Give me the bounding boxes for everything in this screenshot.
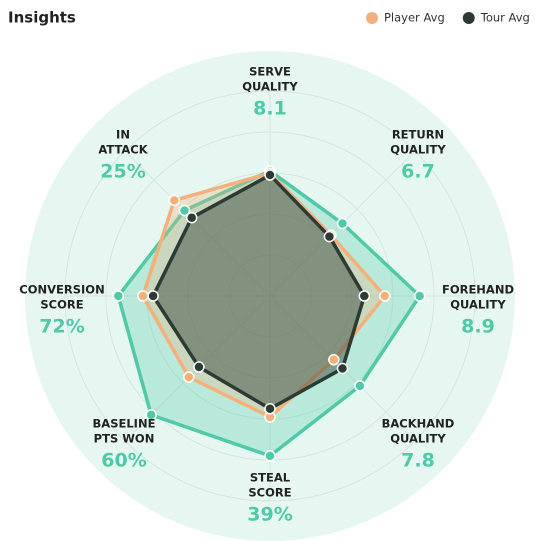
data-point bbox=[358, 290, 371, 302]
spoke bbox=[124, 150, 271, 297]
data-point bbox=[354, 380, 366, 392]
axis-value: 6.7 bbox=[401, 161, 435, 183]
data-point bbox=[323, 230, 336, 243]
axis-value: 7.8 bbox=[401, 450, 435, 472]
data-point bbox=[112, 290, 125, 302]
axis-value: 25% bbox=[100, 161, 145, 183]
data-point bbox=[379, 290, 391, 302]
panel-title: Insights bbox=[8, 9, 76, 27]
axis-label: SCORE bbox=[248, 486, 291, 500]
axis-label: CONVERSION bbox=[19, 283, 104, 297]
data-point bbox=[145, 409, 157, 421]
data-point bbox=[147, 290, 159, 302]
axis-label: QUALITY bbox=[242, 80, 298, 94]
axis-label: QUALITY bbox=[450, 298, 506, 312]
axis-label: PTS WON bbox=[94, 432, 155, 446]
axis-label: IN bbox=[116, 128, 130, 142]
axis-label: FOREHAND bbox=[442, 283, 514, 297]
data-point bbox=[336, 217, 349, 230]
data-point bbox=[178, 204, 191, 217]
legend-label: Tour Avg bbox=[480, 11, 530, 25]
axis-label: BASELINE bbox=[93, 417, 156, 431]
axis-label: BACKHAND bbox=[382, 417, 455, 431]
axis-value: 8.1 bbox=[253, 98, 287, 120]
axis-label: QUALITY bbox=[390, 143, 446, 157]
data-point bbox=[183, 371, 195, 383]
data-point bbox=[328, 354, 340, 366]
data-point bbox=[336, 362, 349, 375]
axis-label: STEAL bbox=[250, 471, 291, 485]
legend-marker bbox=[366, 12, 378, 24]
data-point bbox=[264, 403, 276, 415]
axis-value: 72% bbox=[39, 316, 84, 338]
axis-label: ATTACK bbox=[98, 143, 148, 157]
axis-value: 8.9 bbox=[461, 316, 495, 338]
axis-value: 39% bbox=[247, 504, 292, 526]
data-point bbox=[264, 450, 276, 462]
legend-label: Player Avg bbox=[384, 11, 445, 25]
data-point bbox=[168, 194, 181, 207]
axis-label: QUALITY bbox=[390, 432, 446, 446]
data-point bbox=[264, 169, 276, 181]
data-point bbox=[185, 211, 198, 224]
data-point bbox=[193, 361, 205, 373]
axis-label: SERVE bbox=[249, 65, 291, 79]
data-point bbox=[137, 290, 149, 302]
axis-label: SCORE bbox=[40, 298, 83, 312]
axis-value: 60% bbox=[101, 450, 146, 472]
legend-marker bbox=[462, 12, 475, 24]
data-point bbox=[413, 290, 426, 302]
axis-label: RETURN bbox=[392, 128, 444, 142]
